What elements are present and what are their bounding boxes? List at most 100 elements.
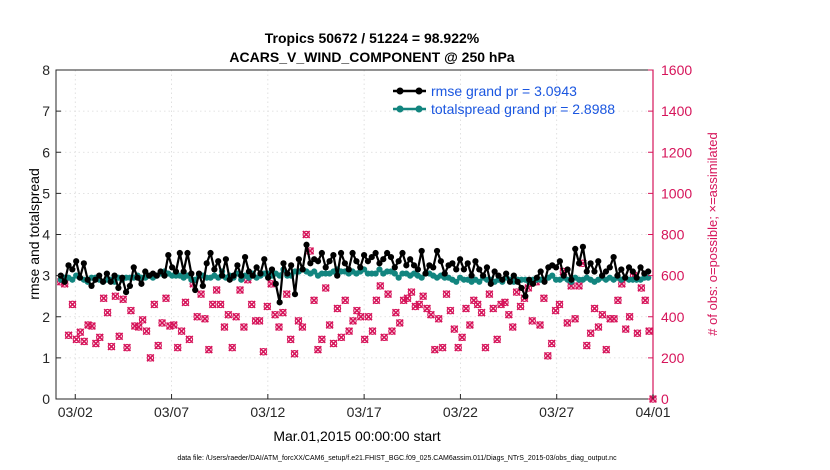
rmse-point-marker bbox=[284, 270, 291, 277]
obs-possible-marker bbox=[353, 306, 361, 315]
rmse-point-marker bbox=[583, 268, 590, 275]
rmse-point-marker bbox=[230, 272, 237, 279]
rmse-point-marker bbox=[602, 268, 610, 275]
obs-assimilated-marker bbox=[68, 300, 77, 309]
x-axis-ticks: 03/02 03/07 03/12 03/17 03/22 03/27 04/01 bbox=[58, 394, 671, 420]
rmse-point-marker bbox=[552, 264, 560, 271]
obs-possible-marker bbox=[209, 300, 217, 309]
obs-possible-marker bbox=[633, 329, 642, 337]
obs-assimilated-marker bbox=[516, 302, 525, 311]
y-right-tick-label: 0 bbox=[661, 391, 669, 407]
obs-possible-marker bbox=[645, 327, 653, 335]
obs-assimilated-marker bbox=[454, 343, 463, 352]
rmse-point-marker bbox=[188, 270, 195, 277]
rmse-series bbox=[57, 241, 652, 306]
obs-assimilated-marker bbox=[380, 333, 389, 342]
obs-assimilated-marker bbox=[146, 353, 155, 362]
obs-possible-marker bbox=[621, 325, 630, 333]
obs-assimilated-marker bbox=[512, 288, 521, 297]
obs-possible-marker bbox=[283, 290, 291, 298]
obs-assimilated-marker bbox=[302, 230, 311, 239]
totalspread-point-marker bbox=[395, 274, 402, 281]
rmse-point-marker bbox=[464, 260, 471, 267]
obs-assimilated-marker bbox=[586, 329, 595, 338]
rmse-point-marker bbox=[472, 258, 479, 265]
rmse-point-marker bbox=[407, 256, 414, 263]
obs-possible-marker bbox=[205, 345, 213, 354]
obs-possible-marker bbox=[80, 337, 88, 346]
obs-possible-marker bbox=[501, 298, 509, 307]
y-left-tick-label: 3 bbox=[42, 268, 50, 284]
obs-possible-marker bbox=[96, 333, 104, 342]
obs-possible-marker bbox=[185, 335, 194, 344]
obs-assimilated-marker bbox=[204, 345, 213, 354]
obs-assimilated-marker bbox=[107, 342, 116, 351]
obs-possible-marker bbox=[372, 296, 381, 305]
rmse-point-marker bbox=[203, 260, 210, 267]
rmse-point-marker bbox=[506, 278, 514, 285]
rmse-point-marker bbox=[614, 272, 621, 279]
obs-possible-marker bbox=[368, 327, 377, 335]
obs-possible-marker bbox=[228, 343, 236, 352]
obs-assimilated-marker bbox=[271, 310, 280, 319]
rmse-point-marker bbox=[299, 266, 306, 273]
obs-assimilated-marker bbox=[438, 343, 447, 352]
rmse-point-marker bbox=[625, 264, 633, 271]
rmse-point-marker bbox=[403, 262, 410, 269]
left-axis-ticks: 0 1 2 3 4 5 6 7 8 bbox=[42, 62, 61, 407]
obs-assimilated-marker bbox=[493, 335, 502, 344]
right-axis-ticks: 0 200 400 600 800 1000 1200 1400 1600 bbox=[648, 62, 692, 407]
obs-possible-marker bbox=[103, 308, 112, 317]
obs-possible-marker bbox=[64, 331, 73, 340]
obs-assimilated-marker bbox=[193, 312, 202, 321]
rmse-point-marker bbox=[606, 264, 613, 271]
rmse-point-marker bbox=[568, 276, 575, 283]
rmse-point-marker bbox=[103, 270, 110, 277]
rmse-point-marker bbox=[433, 247, 441, 255]
rmse-point-marker bbox=[622, 274, 629, 281]
obs-assimilated-marker bbox=[547, 339, 556, 348]
obs-assimilated-marker bbox=[228, 343, 237, 352]
obs-assimilated-marker bbox=[360, 335, 369, 344]
obs-possible-marker bbox=[271, 310, 279, 319]
rmse-point-marker bbox=[73, 258, 80, 265]
obs-assimilated-marker bbox=[575, 281, 583, 290]
obs-possible-marker bbox=[547, 339, 556, 348]
obs-possible-marker bbox=[462, 304, 470, 313]
obs-possible-marker bbox=[427, 310, 435, 319]
rmse-point-marker bbox=[357, 264, 364, 271]
obs-possible-marker bbox=[376, 282, 385, 290]
obs-assimilated-marker bbox=[278, 308, 287, 317]
rmse-point-marker bbox=[69, 266, 76, 273]
rmse-point-marker bbox=[138, 280, 145, 287]
obs-possible-marker bbox=[481, 343, 490, 352]
obs-assimilated-marker bbox=[111, 292, 120, 301]
obs-possible-marker bbox=[134, 323, 143, 331]
rmse-point-marker bbox=[526, 276, 533, 283]
rmse-point-marker bbox=[618, 266, 625, 273]
rmse-point-marker bbox=[245, 268, 253, 275]
rmse-point-marker bbox=[195, 270, 203, 277]
obs-possible-marker bbox=[111, 292, 120, 300]
y-left-tick-label: 5 bbox=[42, 185, 50, 201]
obs-possible-marker bbox=[563, 319, 572, 327]
totalspread-point-marker bbox=[311, 268, 318, 275]
obs-assimilated-marker bbox=[645, 327, 654, 336]
rmse-point-marker bbox=[303, 241, 310, 248]
obs-possible-marker bbox=[544, 352, 552, 360]
rmse-point-marker bbox=[572, 245, 579, 252]
obs-assimilated-marker bbox=[602, 345, 611, 354]
obs-possible-marker bbox=[220, 323, 229, 331]
rmse-point-marker bbox=[222, 256, 229, 263]
obs-assimilated-marker bbox=[275, 323, 283, 331]
obs-possible-marker bbox=[224, 310, 233, 319]
rmse-point-marker bbox=[564, 266, 571, 273]
y-left-tick-label: 1 bbox=[42, 350, 50, 366]
rmse-point-marker bbox=[180, 268, 187, 275]
rmse-point-marker bbox=[130, 264, 137, 271]
obs-possible-marker bbox=[396, 319, 404, 327]
totalspread-point-marker bbox=[372, 270, 379, 277]
rmse-point-marker bbox=[483, 264, 491, 271]
obs-possible-marker bbox=[485, 290, 494, 298]
